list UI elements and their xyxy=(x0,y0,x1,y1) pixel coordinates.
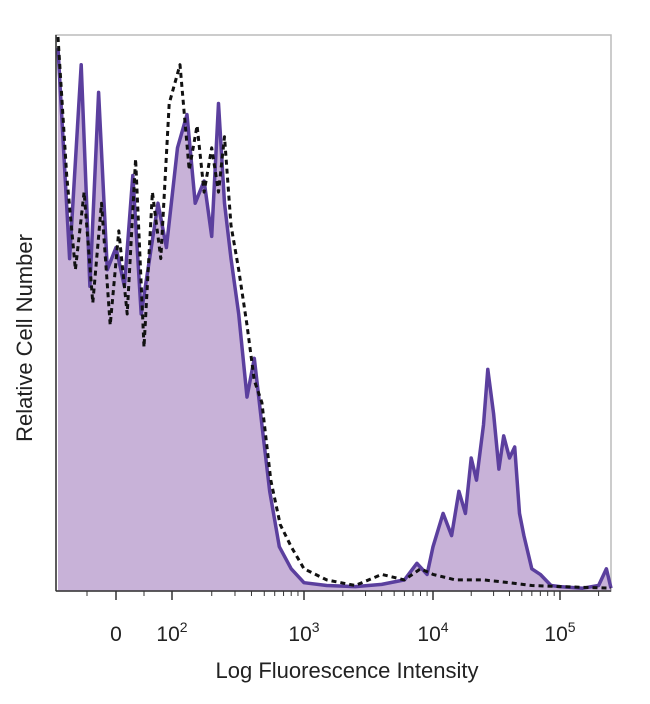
axes: 0 102 103 104 105 xyxy=(55,35,611,646)
series-0-fill xyxy=(58,48,611,592)
x-tick-label: 0 xyxy=(110,623,122,646)
x-tick-label: 102 xyxy=(156,619,187,646)
x-tick-label: 105 xyxy=(544,619,575,646)
y-axis-title: Relative Cell Number xyxy=(12,234,37,442)
series-1-line xyxy=(56,36,612,590)
plot-area xyxy=(56,36,613,592)
x-tick-label: 104 xyxy=(417,619,448,646)
x-tick-label: 103 xyxy=(288,619,319,646)
x-axis-title: Log Fluorescence Intensity xyxy=(216,658,479,683)
